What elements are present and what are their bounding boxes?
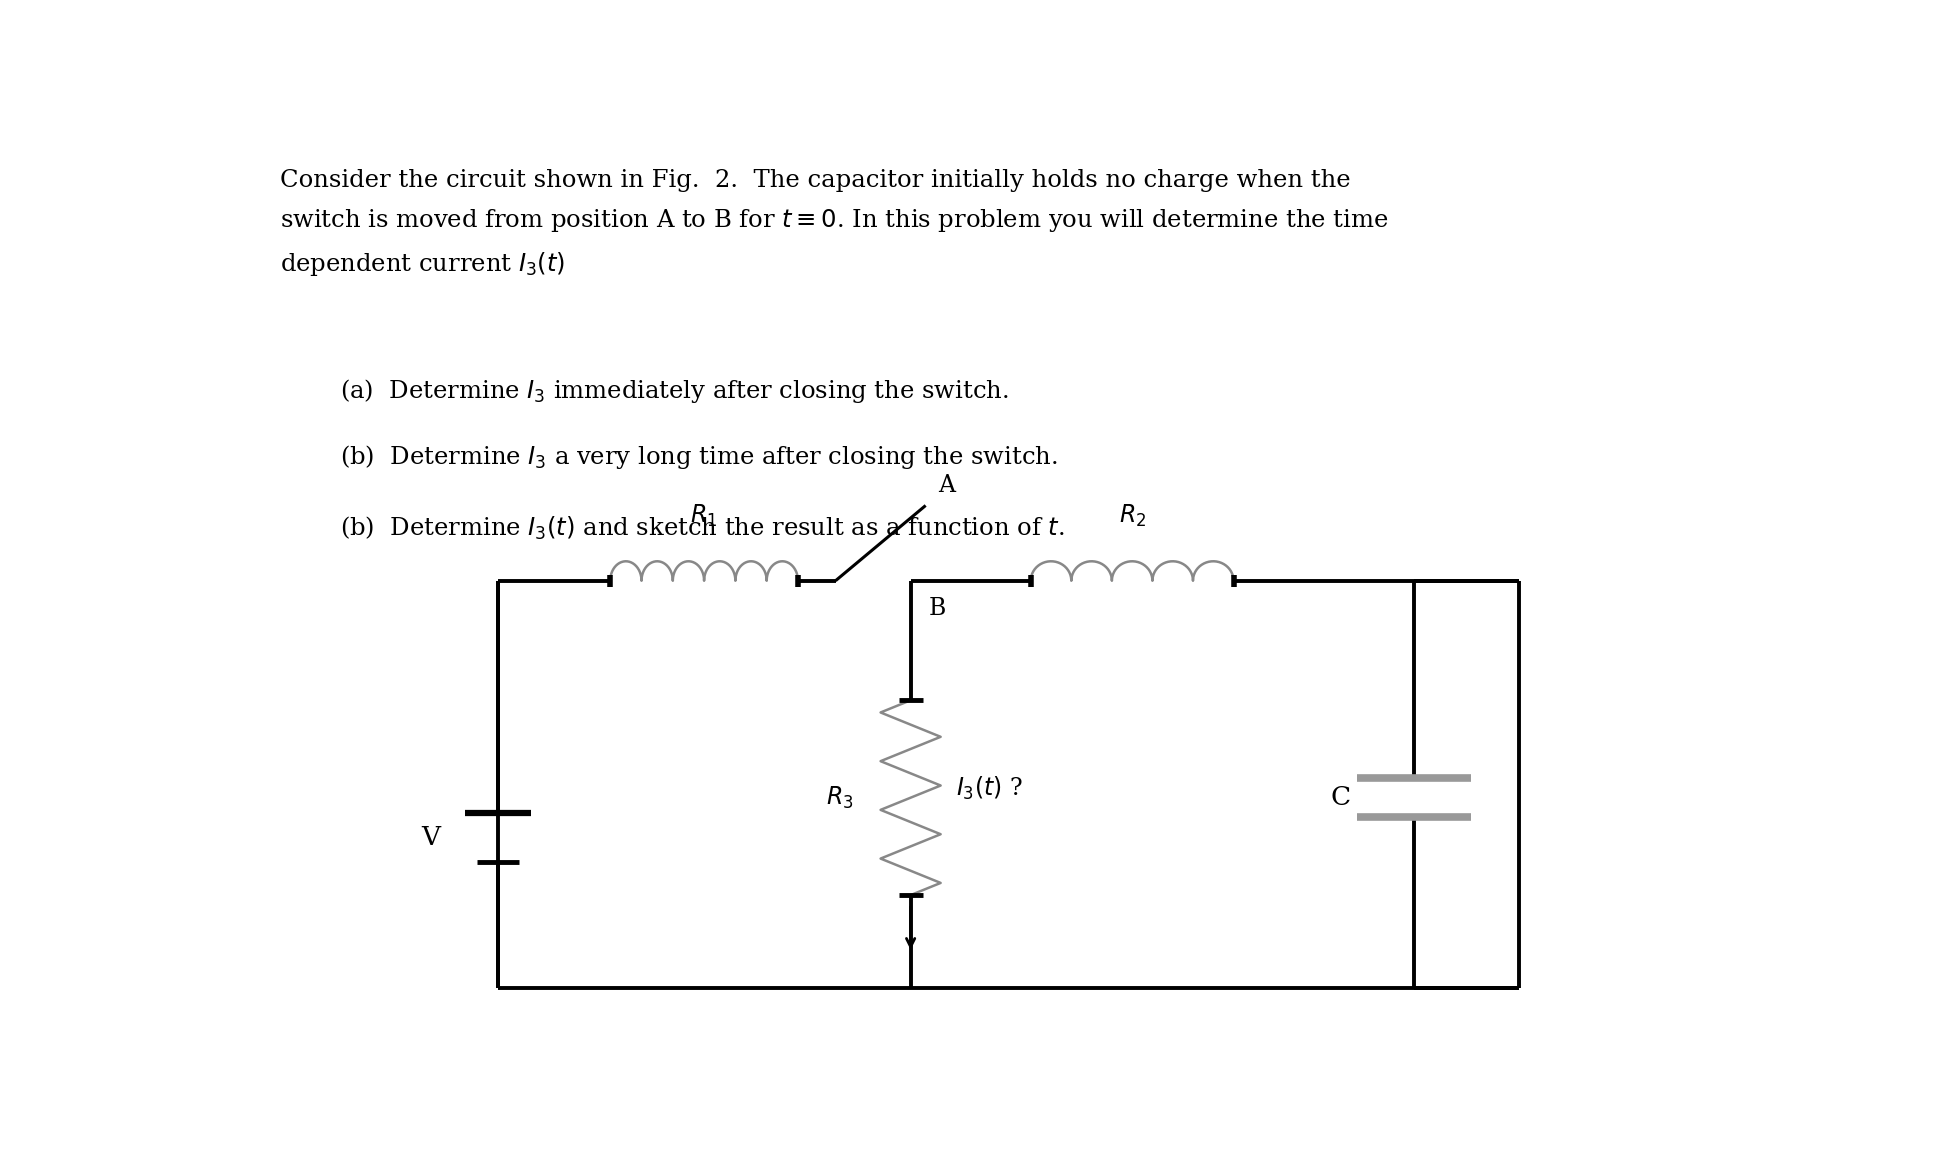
Text: $R_1$: $R_1$ — [690, 504, 717, 529]
Text: (b)  Determine $I_3$ a very long time after closing the switch.: (b) Determine $I_3$ a very long time aft… — [339, 444, 1058, 472]
Text: $R_3$: $R_3$ — [826, 784, 853, 811]
Text: B: B — [928, 597, 946, 620]
Text: $R_2$: $R_2$ — [1118, 504, 1145, 529]
Text: Consider the circuit shown in Fig.  2.  The capacitor initially holds no charge : Consider the circuit shown in Fig. 2. Th… — [279, 169, 1388, 278]
Text: V: V — [421, 825, 440, 850]
Text: (a)  Determine $I_3$ immediately after closing the switch.: (a) Determine $I_3$ immediately after cl… — [339, 377, 1008, 405]
Text: (b)  Determine $I_3(t)$ and sketch the result as a function of $t$.: (b) Determine $I_3(t)$ and sketch the re… — [339, 514, 1064, 542]
Text: A: A — [938, 474, 955, 497]
Text: C: C — [1331, 785, 1351, 811]
Text: $I_3(t)$ ?: $I_3(t)$ ? — [955, 775, 1023, 803]
